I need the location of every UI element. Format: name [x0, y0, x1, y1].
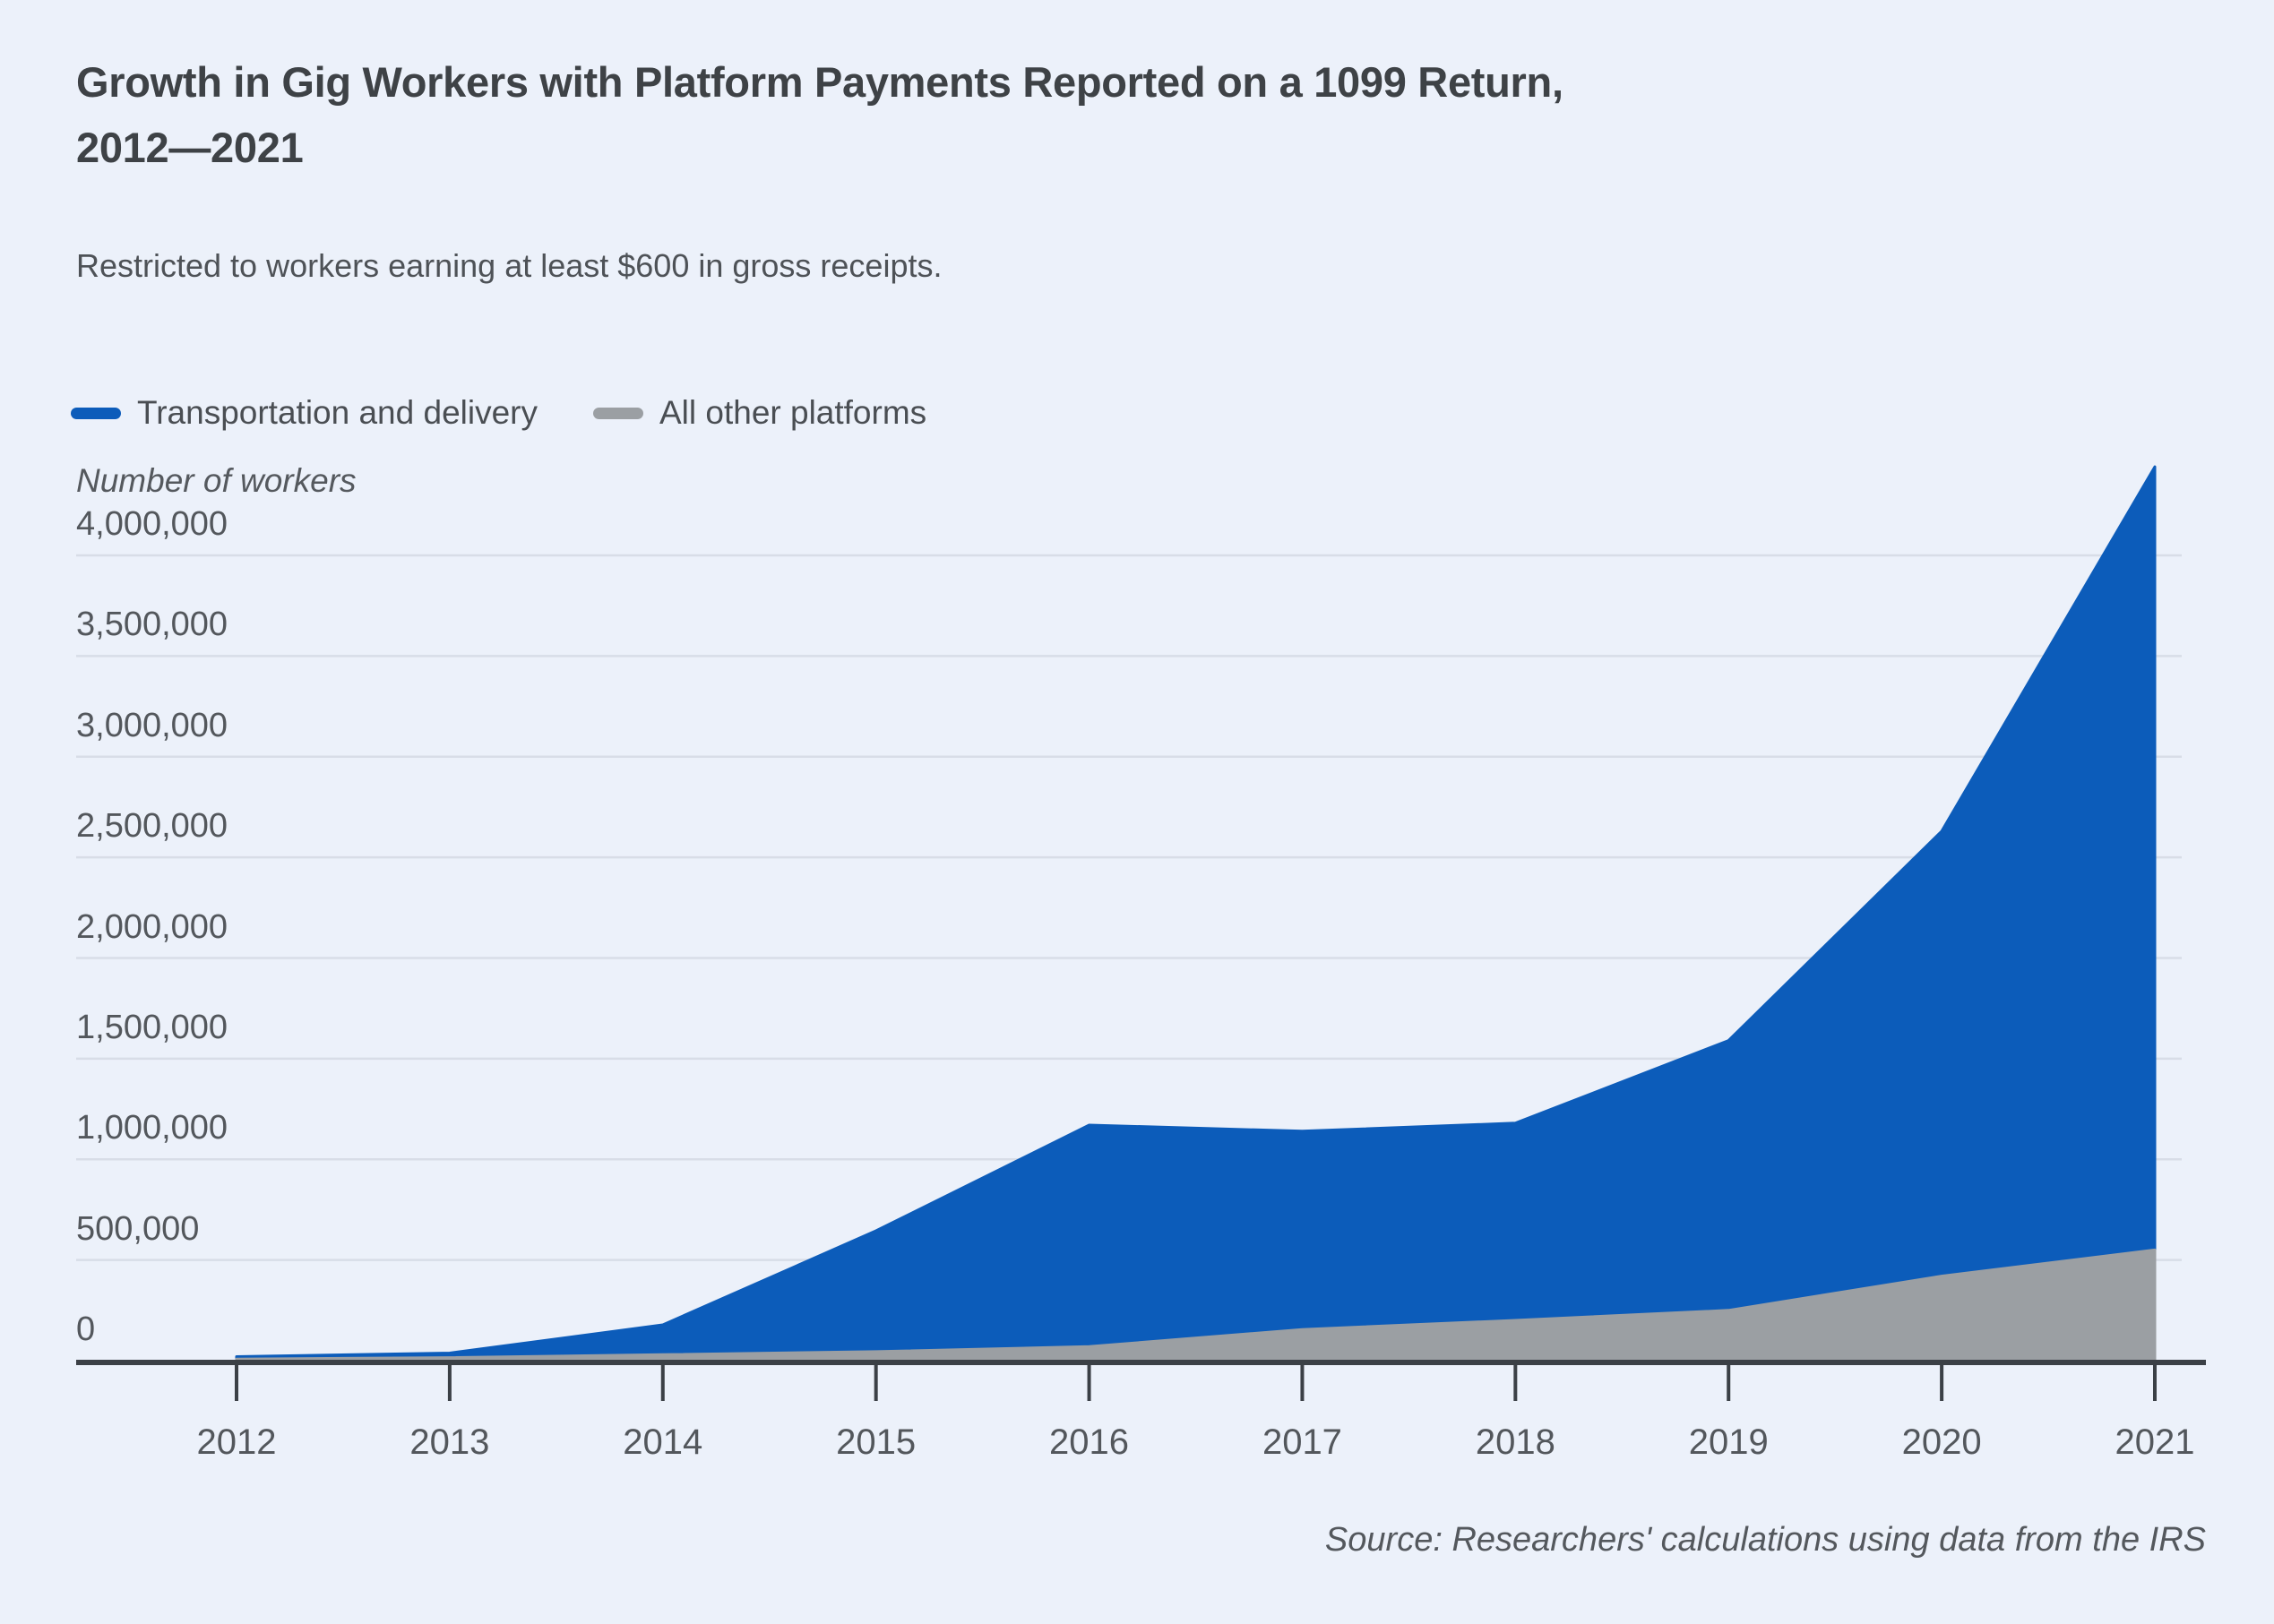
x-tick-label: 2017 — [1262, 1422, 1342, 1462]
legend-item-other-platforms: All other platforms — [592, 394, 927, 432]
y-tick-label: 3,000,000 — [76, 706, 228, 744]
y-tick-label: 0 — [76, 1310, 96, 1348]
x-tick-label: 2019 — [1688, 1422, 1769, 1462]
x-tick-label: 2018 — [1475, 1422, 1555, 1462]
source-note: Source: Researchers' calculations using … — [1324, 1521, 2206, 1559]
y-tick-label: 1,500,000 — [76, 1008, 228, 1046]
y-tick-label: 4,000,000 — [76, 505, 228, 543]
legend-label-transportation: Transportation and delivery — [137, 394, 538, 431]
x-tick-label: 2012 — [196, 1422, 277, 1462]
x-tick-label: 2014 — [623, 1422, 703, 1462]
area-transportation-and-delivery — [235, 465, 2157, 1362]
legend-label-other-platforms: All other platforms — [659, 394, 927, 431]
page-subtitle: Restricted to workers earning at least $… — [76, 247, 943, 284]
y-axis-title: Number of workers — [76, 462, 357, 499]
x-tick-label: 2020 — [1901, 1422, 1982, 1462]
y-tick-label: 500,000 — [76, 1209, 200, 1248]
area-all-other-platforms — [235, 1248, 2157, 1362]
legend: Transportation and delivery All other pl… — [71, 394, 926, 432]
y-tick-label: 3,500,000 — [76, 606, 228, 644]
x-tick-label: 2013 — [409, 1422, 490, 1462]
x-tick-label: 2016 — [1049, 1422, 1130, 1462]
y-tick-label: 2,000,000 — [76, 907, 228, 946]
y-tick-label: 1,000,000 — [76, 1109, 228, 1147]
y-tick-label: 2,500,000 — [76, 807, 228, 846]
x-tick-label: 2021 — [2115, 1422, 2195, 1462]
page-title: Growth in Gig Workers with Platform Paym… — [76, 58, 1563, 171]
legend-item-transportation: Transportation and delivery — [71, 394, 538, 432]
legend-swatch-transportation-icon — [71, 407, 121, 419]
legend-swatch-other-platforms-icon — [592, 407, 643, 419]
x-tick-label: 2015 — [836, 1422, 917, 1462]
